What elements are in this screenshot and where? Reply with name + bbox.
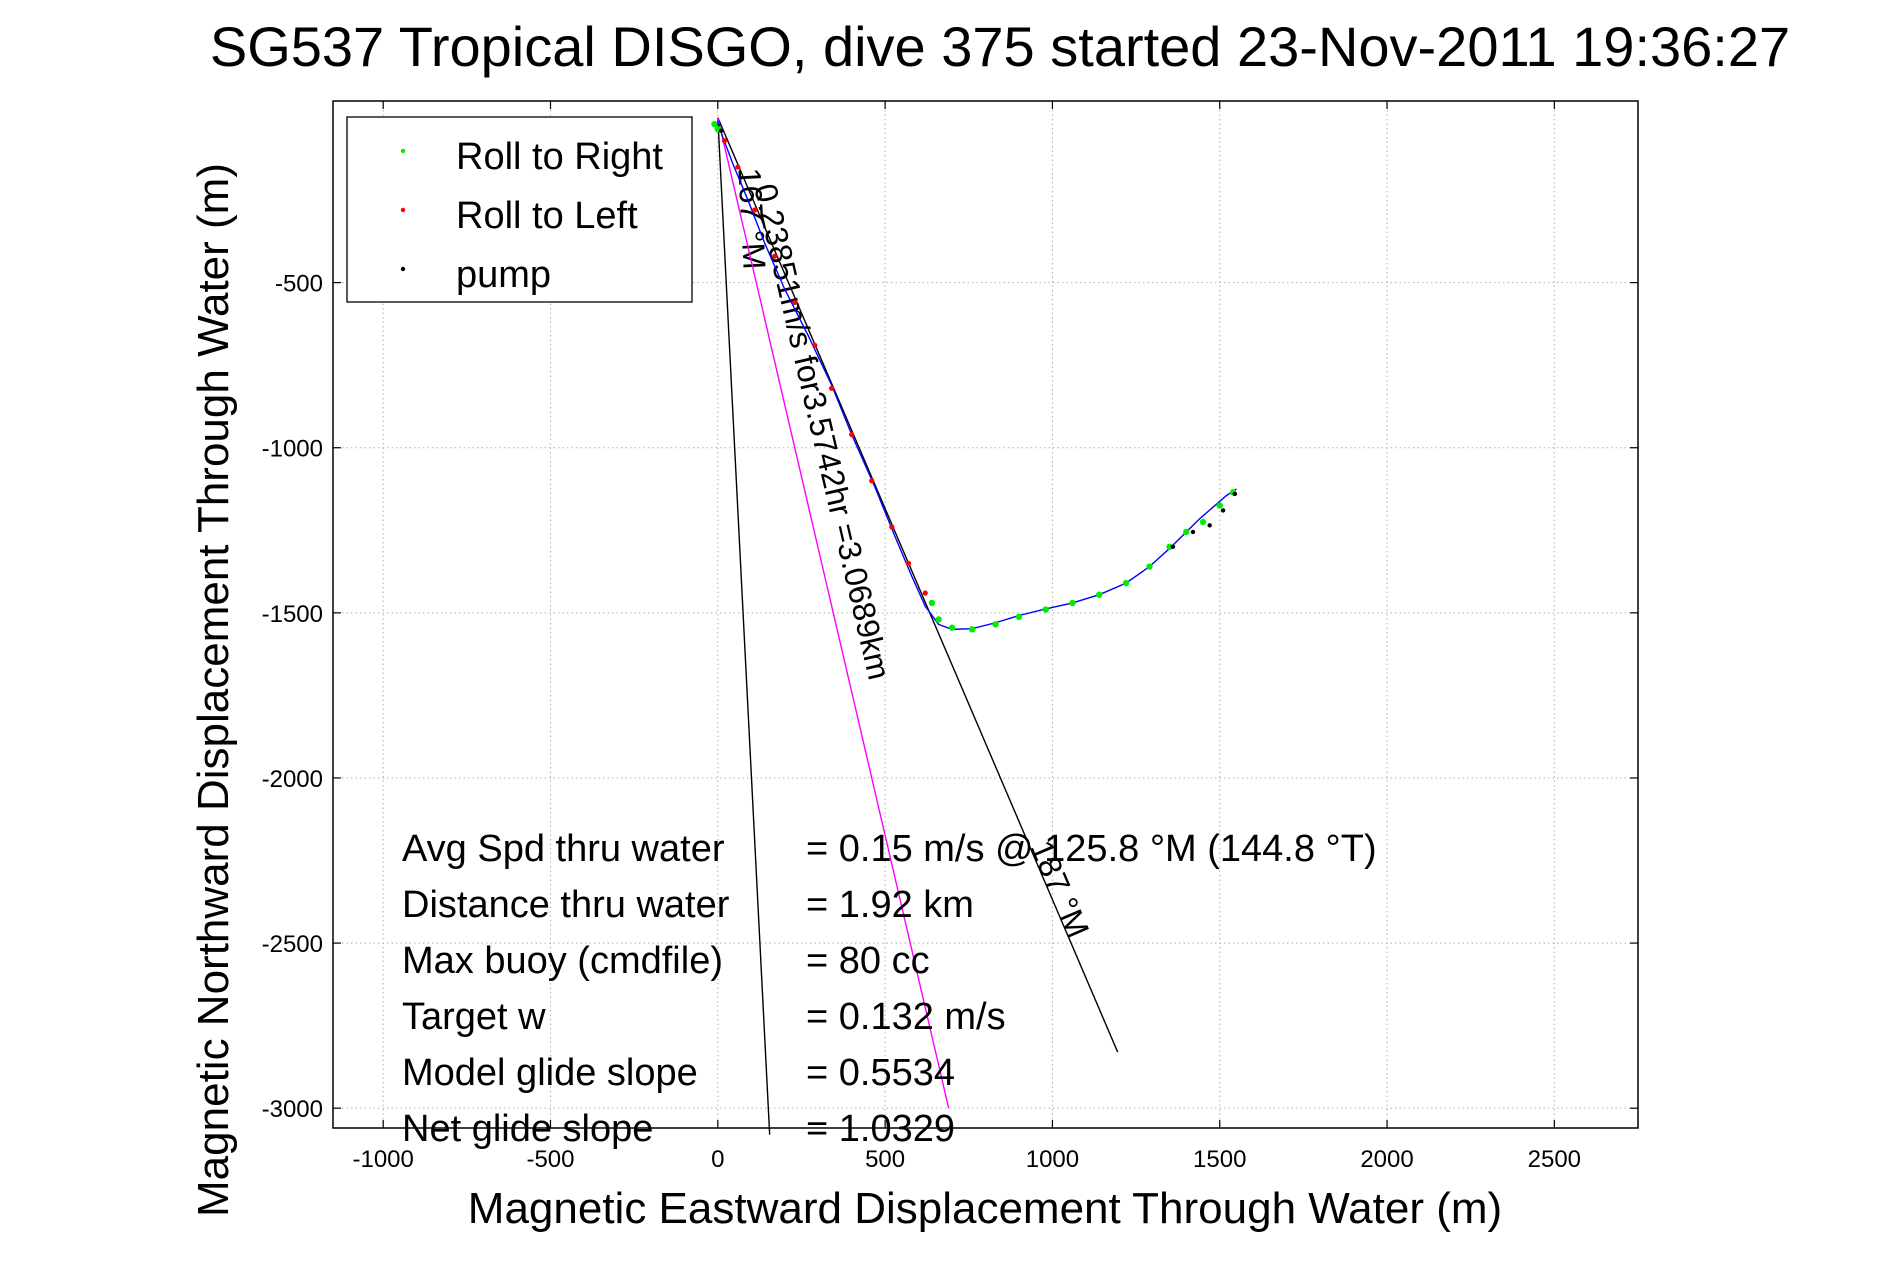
stat-label: Target w bbox=[402, 996, 546, 1038]
roll-right-point bbox=[1199, 518, 1207, 526]
legend-entry: Roll to Left bbox=[456, 195, 638, 237]
y-tick-label: -2000 bbox=[262, 766, 323, 793]
roll-left-point bbox=[869, 478, 875, 484]
x-axis-label: Magnetic Eastward Displacement Through W… bbox=[468, 1184, 1502, 1233]
pump-point bbox=[1170, 544, 1176, 550]
legend-marker bbox=[400, 148, 406, 154]
pump-point bbox=[1190, 529, 1196, 535]
stat-value: = 0.5534 bbox=[806, 1052, 955, 1094]
stat-value: = 0.15 m/s @ 125.8 °M (144.8 °T) bbox=[806, 828, 1377, 870]
x-tick-label: 1500 bbox=[1193, 1146, 1246, 1173]
roll-right-point bbox=[1166, 543, 1173, 551]
roll-left-point bbox=[752, 207, 758, 213]
x-tick-label: 2500 bbox=[1528, 1146, 1581, 1173]
vector-line bbox=[717, 117, 1119, 1053]
stat-value: = 0.132 m/s bbox=[806, 996, 1006, 1038]
legend-marker bbox=[400, 207, 406, 213]
roll-right-point bbox=[1183, 528, 1190, 536]
legend-box bbox=[346, 116, 693, 303]
roll-left-point bbox=[721, 138, 728, 144]
roll-left-point bbox=[849, 431, 855, 438]
roll-left-point bbox=[889, 524, 895, 530]
roll-right-point bbox=[1216, 502, 1223, 509]
vector-label: 167 °M bbox=[731, 167, 772, 270]
axis-ticks: -1000 -500 0 500 1000 1500 2000 2500 -500 -1000 -1… bbox=[262, 101, 1638, 1173]
legend: Roll to Right Roll to Left pump bbox=[346, 116, 693, 303]
legend-marker bbox=[400, 266, 406, 272]
legend-entry: Roll to Right bbox=[456, 136, 663, 178]
vector-line bbox=[717, 117, 771, 1135]
x-tick-label: 0 bbox=[711, 1146, 724, 1173]
roll-left-point bbox=[735, 164, 741, 170]
roll-right-point bbox=[1069, 599, 1076, 607]
x-tick-label: -1000 bbox=[352, 1146, 413, 1173]
roll-right-point bbox=[1015, 613, 1023, 621]
roll-right-point bbox=[948, 624, 956, 631]
pump-point bbox=[718, 128, 724, 133]
y-tick-label: -1500 bbox=[262, 601, 323, 628]
roll-right-point bbox=[711, 120, 718, 128]
roll-right-point bbox=[935, 616, 942, 623]
roll-left-point bbox=[812, 342, 818, 348]
x-tick-label: -500 bbox=[526, 1146, 574, 1173]
x-tick-label: 500 bbox=[865, 1146, 905, 1173]
stat-value: = 1.0329 bbox=[806, 1108, 955, 1150]
pump-point bbox=[1232, 491, 1237, 497]
plot-frame bbox=[332, 100, 1639, 1129]
stat-label: Avg Spd thru water bbox=[402, 828, 725, 870]
roll-left-point bbox=[772, 253, 778, 259]
x-tick-label: 2000 bbox=[1360, 1146, 1413, 1173]
chart-title: SG537 Tropical DISGO, dive 375 started 2… bbox=[210, 15, 1790, 78]
roll-right-point bbox=[968, 626, 976, 633]
stat-value: = 1.92 km bbox=[806, 884, 974, 926]
roll-left-point bbox=[922, 590, 928, 596]
y-tick-label: -2500 bbox=[262, 931, 323, 958]
stat-value: = 80 cc bbox=[806, 940, 930, 982]
roll-right-point bbox=[1122, 579, 1130, 587]
pump-point bbox=[1220, 508, 1226, 513]
roll-right-point bbox=[1042, 606, 1049, 613]
stat-label: Max buoy (cmdfile) bbox=[402, 940, 723, 982]
y-tick-label: -500 bbox=[275, 271, 323, 298]
roll-left-point bbox=[828, 385, 835, 391]
stat-label: Model glide slope bbox=[402, 1052, 698, 1094]
roll-left-point bbox=[905, 560, 912, 566]
stat-label: Distance thru water bbox=[402, 884, 730, 926]
roll-pump-markers bbox=[711, 120, 1237, 633]
y-axis-label: Magnetic Northward Displacement Through … bbox=[189, 163, 238, 1217]
roll-right-point bbox=[992, 621, 999, 628]
x-tick-label: 1000 bbox=[1026, 1146, 1079, 1173]
stat-label: Net glide slope bbox=[402, 1108, 653, 1150]
pump-point bbox=[1207, 523, 1212, 528]
roll-right-point bbox=[1146, 563, 1153, 570]
legend-entry: pump bbox=[456, 254, 551, 296]
roll-right-point bbox=[1096, 591, 1103, 598]
vector-line bbox=[717, 117, 950, 1109]
y-tick-label: -1000 bbox=[262, 436, 323, 463]
dive-statistics: Avg Spd thru water = 0.15 m/s @ 125.8 °M … bbox=[402, 828, 1377, 1150]
roll-right-point bbox=[928, 599, 936, 607]
y-tick-label: -3000 bbox=[262, 1096, 323, 1123]
roll-left-point bbox=[792, 299, 798, 306]
